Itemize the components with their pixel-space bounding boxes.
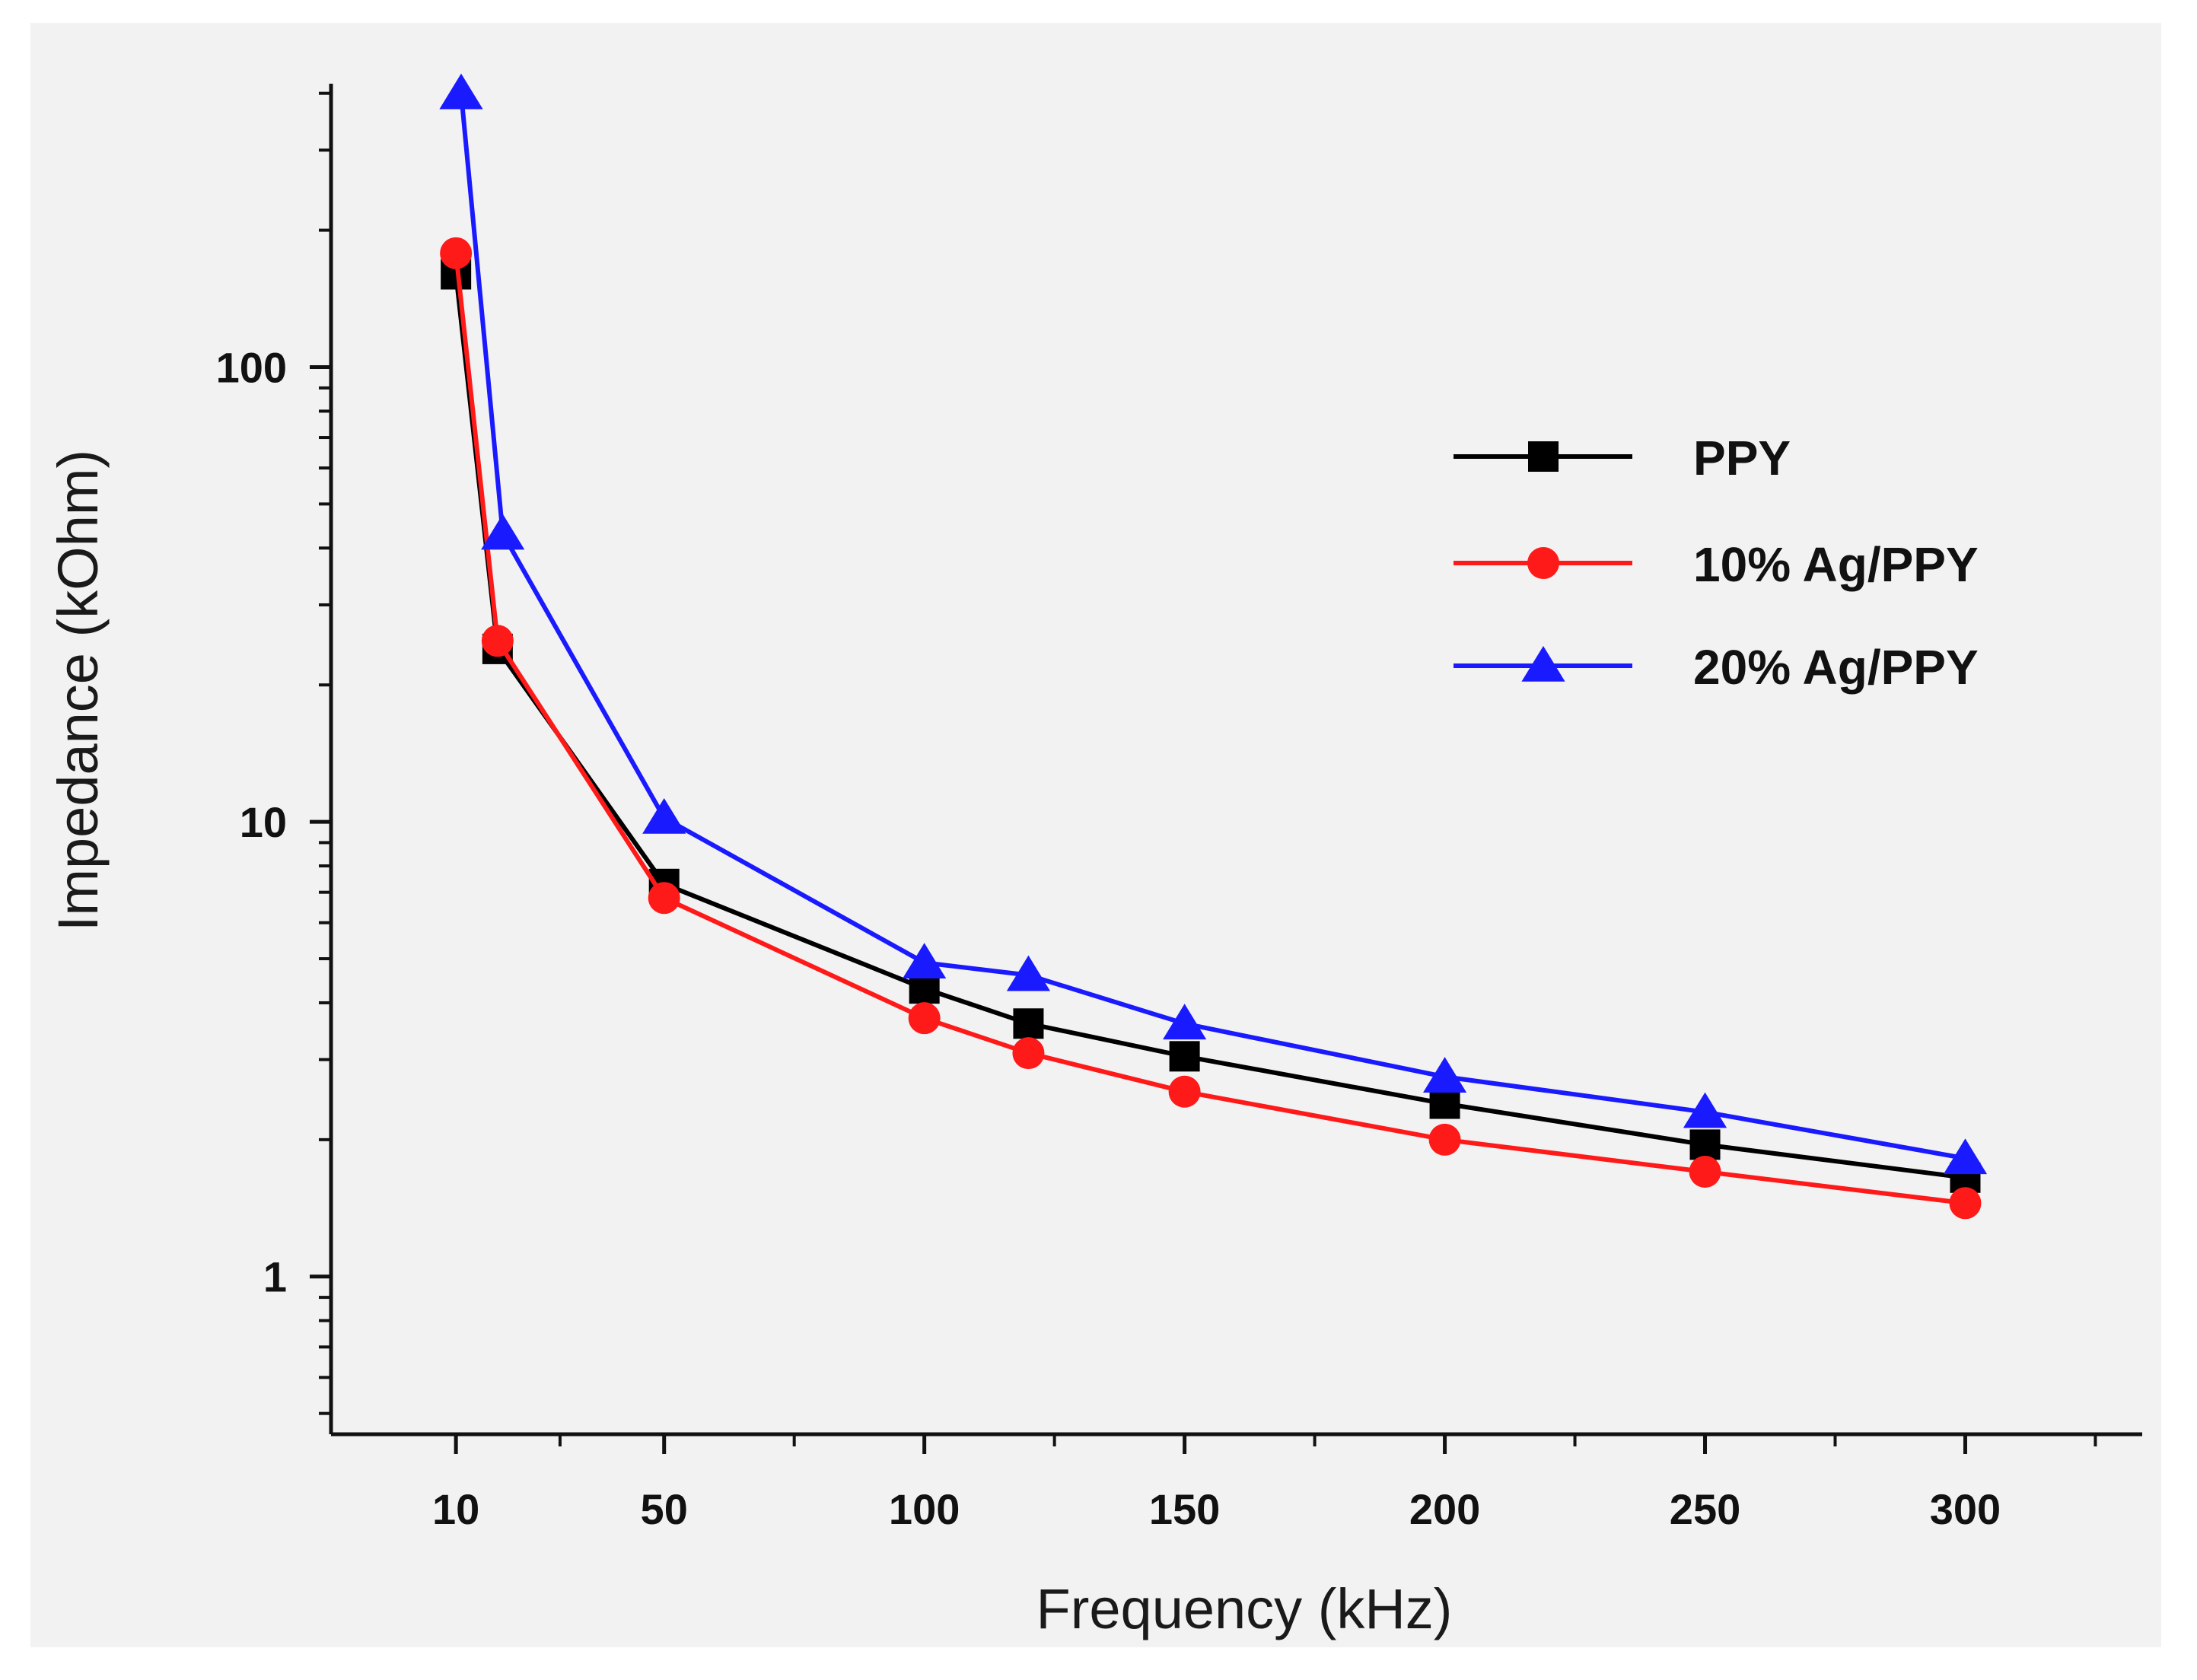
data-point <box>648 882 680 915</box>
data-point <box>440 237 473 269</box>
data-point <box>1429 1088 1460 1119</box>
data-point <box>1949 1187 1982 1220</box>
data-point <box>481 514 525 550</box>
legend-marker <box>1521 646 1565 682</box>
chart-background <box>30 23 2161 1647</box>
legend-entry: 20% Ag/PPY <box>1454 640 1979 695</box>
data-point <box>481 625 514 657</box>
data-point <box>1683 1092 1727 1128</box>
legend-label: PPY <box>1693 431 1791 485</box>
x-tick-label: 250 <box>1670 1485 1740 1533</box>
data-point <box>1168 1075 1201 1108</box>
y-tick-label: 1 <box>263 1253 287 1301</box>
y-tick-label: 10 <box>240 798 287 846</box>
y-axis-title: Impedance (kOhm) <box>46 450 110 931</box>
data-point <box>439 73 483 110</box>
y-tick-label: 100 <box>216 343 287 391</box>
data-point <box>1163 1004 1207 1040</box>
data-point <box>1689 1156 1721 1188</box>
data-point <box>908 1002 941 1035</box>
data-point <box>642 797 686 834</box>
x-axis-title: Frequency (kHz) <box>1036 1577 1453 1640</box>
x-tick-label: 10 <box>432 1485 479 1533</box>
legend-marker <box>1527 547 1559 579</box>
legend-label: 10% Ag/PPY <box>1693 537 1979 592</box>
x-tick-label: 150 <box>1149 1485 1220 1533</box>
data-point <box>1428 1123 1461 1156</box>
legend-entry: PPY <box>1454 431 1791 485</box>
x-tick-label: 200 <box>1409 1485 1480 1533</box>
series-3 <box>439 73 1988 1175</box>
data-point <box>1943 1138 1988 1175</box>
legend-label: 20% Ag/PPY <box>1693 640 1979 695</box>
series-2 <box>440 237 1982 1220</box>
data-point <box>1689 1129 1721 1160</box>
legend-marker <box>1528 441 1559 472</box>
data-point <box>903 943 947 979</box>
data-point <box>1013 1008 1044 1039</box>
data-point <box>1006 955 1051 991</box>
legend-entry: 10% Ag/PPY <box>1454 537 1979 592</box>
x-tick-label: 50 <box>641 1485 688 1533</box>
data-point <box>1422 1057 1467 1093</box>
x-tick-label: 100 <box>889 1485 960 1533</box>
data-point <box>1169 1041 1200 1072</box>
data-point <box>1012 1037 1045 1070</box>
x-tick-label: 300 <box>1930 1485 2001 1533</box>
